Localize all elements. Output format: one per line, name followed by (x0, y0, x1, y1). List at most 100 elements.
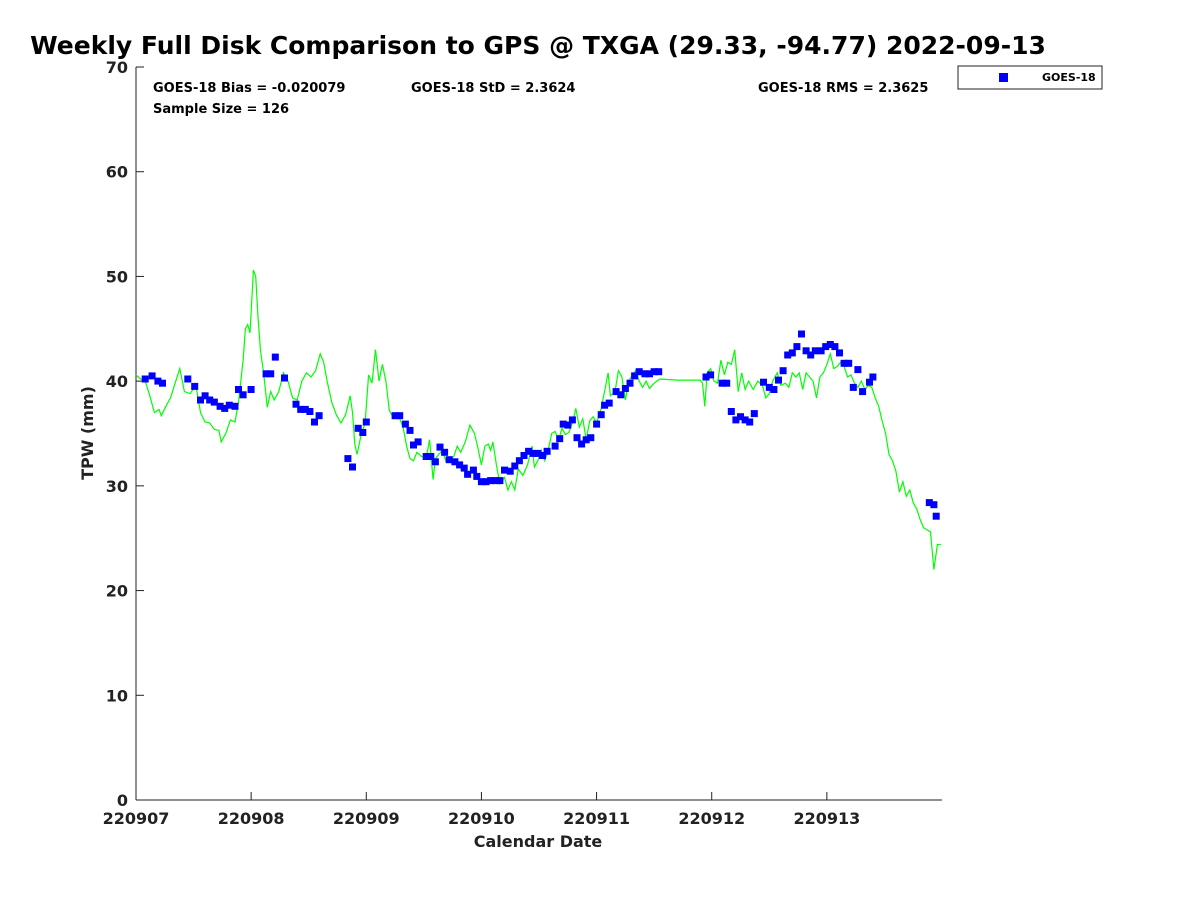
goes18-point (543, 447, 551, 455)
stat-bias: GOES-18 Bias = -0.020079 (153, 81, 345, 96)
goes18-point (831, 343, 839, 351)
legend-box (957, 65, 1103, 90)
legend-goes18-marker (999, 73, 1008, 82)
goes18-point (148, 372, 156, 380)
goes18-point (292, 400, 300, 408)
goes18-point (925, 499, 933, 507)
goes18-point (556, 435, 564, 443)
goes18-point (564, 421, 572, 429)
x-tick-label: 220908 (218, 809, 285, 828)
goes18-point (760, 378, 767, 386)
goes18-point (206, 396, 214, 404)
y-tick-label: 10 (106, 686, 128, 705)
goes18-point (225, 401, 233, 409)
goes18-point (216, 402, 224, 410)
goes18-point (869, 373, 877, 381)
goes18-point (635, 368, 643, 376)
goes18-point (802, 347, 810, 355)
stat-sample-size: Sample Size = 126 (153, 102, 289, 117)
stat-rms: GOES-18 RMS = 2.3625 (758, 81, 928, 96)
goes18-point (451, 458, 459, 466)
goes18-point (515, 457, 523, 465)
goes18-point (427, 453, 435, 460)
goes18-point (349, 463, 356, 471)
goes18-point (473, 472, 481, 480)
goes18-point (422, 453, 430, 460)
y-axis-label: TPW (mm) (78, 386, 97, 480)
goes18-point (267, 370, 275, 378)
goes18-point (798, 330, 805, 338)
goes18-point (587, 434, 595, 442)
goes18-point (210, 398, 218, 406)
y-tick-label: 70 (106, 58, 128, 77)
x-tick-label: 220910 (448, 809, 515, 828)
goes18-point (631, 372, 639, 380)
goes18-point (582, 436, 590, 444)
goes18-point (707, 371, 715, 379)
legend-goes18-label: GOES-18 (1042, 71, 1096, 84)
x-ticks: 220907 220908 220909 220910 220911 220912 2209… (103, 792, 860, 828)
goes18-point (441, 448, 449, 456)
goes18-point (159, 379, 166, 387)
goes18-point (866, 378, 873, 386)
goes18-point (231, 402, 239, 410)
goes18-point (932, 512, 940, 520)
goes18-point (281, 374, 288, 382)
goes18-point (201, 392, 209, 400)
goes18-series (141, 330, 940, 520)
goes18-point (784, 351, 792, 359)
x-tick-label: 220911 (563, 809, 630, 828)
goes18-point (641, 370, 649, 378)
goes18-point (601, 401, 609, 409)
goes18-point (845, 359, 853, 367)
goes18-point (141, 375, 149, 383)
goes18-point (746, 418, 754, 426)
goes18-point (511, 462, 519, 470)
goes18-point (612, 388, 620, 396)
goes18-point (621, 385, 629, 392)
y-tick-label: 20 (106, 582, 128, 601)
goes18-point (354, 424, 362, 432)
goes18-point (737, 413, 744, 421)
y-tick-label: 40 (106, 372, 128, 391)
goes18-point (718, 379, 726, 387)
goes18-point (406, 426, 414, 434)
goes18-point (414, 438, 422, 446)
goes18-point (464, 470, 472, 478)
goes18-point (727, 408, 735, 415)
goes18-point (154, 377, 162, 385)
goes18-point (826, 341, 834, 348)
goes18-point (482, 478, 490, 486)
goes18-point (197, 396, 204, 404)
goes18-point (221, 404, 229, 412)
goes18-point (779, 367, 787, 375)
goes18-point (271, 353, 279, 361)
goes18-point (460, 464, 468, 472)
goes18-point (301, 405, 309, 413)
goes18-point (807, 351, 815, 359)
goes18-point (496, 477, 504, 485)
goes18-point (750, 410, 758, 418)
goes18-point (836, 349, 843, 357)
goes18-point (849, 383, 857, 391)
goes18-point (436, 443, 444, 451)
goes18-point (391, 412, 399, 420)
y-tick-label: 60 (106, 163, 128, 182)
goes18-point (520, 452, 528, 459)
goes18-point (456, 461, 464, 469)
goes18-point (650, 368, 658, 376)
goes18-point (770, 386, 778, 393)
goes18-point (306, 408, 314, 415)
goes18-point (840, 359, 848, 367)
goes18-point (191, 382, 199, 390)
goes18-point (235, 386, 242, 393)
gps-series (135, 269, 941, 570)
goes18-point (525, 447, 533, 455)
x-tick-label: 220907 (103, 809, 170, 828)
goes18-point (559, 420, 567, 428)
y-tick-label: 30 (106, 477, 128, 496)
goes18-point (617, 391, 625, 399)
chart-title: Weekly Full Disk Comparison to GPS @ TXG… (30, 31, 1046, 60)
x-tick-label: 220913 (793, 809, 860, 828)
